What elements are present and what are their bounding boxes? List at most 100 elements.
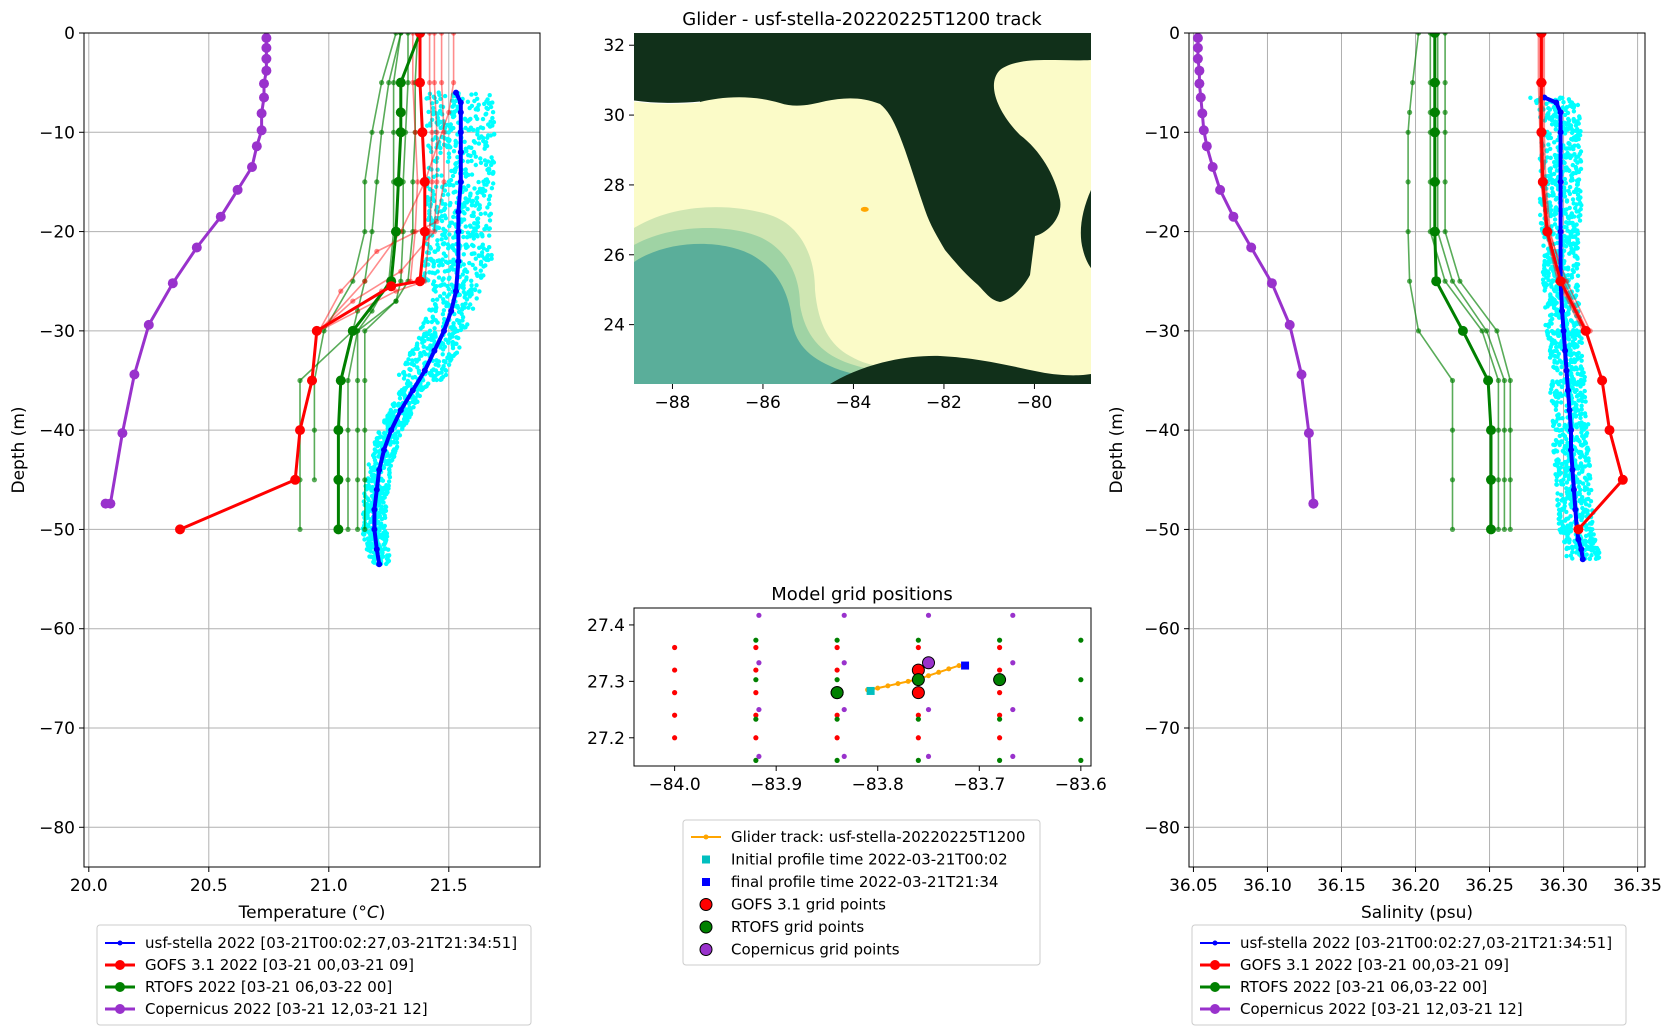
glider-scatter-point <box>453 222 458 227</box>
glider-scatter-point <box>478 160 484 165</box>
glider-scatter-point <box>1591 532 1596 537</box>
gofs-grid-point <box>915 712 921 718</box>
glider-scatter-point <box>380 490 385 495</box>
glider-scatter-point <box>1548 213 1554 219</box>
rtofs-mean-point <box>1486 474 1496 485</box>
glider-scatter-point <box>1596 551 1601 556</box>
glider-scatter-point <box>1574 261 1579 267</box>
rtofs-ensemble-point <box>345 526 351 533</box>
glider-scatter-point <box>445 122 450 128</box>
gofs-ensemble-point <box>427 33 433 36</box>
copernicus-grid-point <box>1010 612 1016 618</box>
glider-scatter-point <box>438 150 443 155</box>
rtofs-grid-point <box>997 757 1003 763</box>
glider-scatter-point <box>474 296 479 301</box>
gofs-ensemble-point <box>410 80 416 86</box>
glider-track-point <box>885 683 891 689</box>
rtofs-ensemble-point <box>379 80 385 86</box>
glider-scatter-point <box>464 200 470 205</box>
glider-scatter-point <box>469 172 475 177</box>
rtofs-ensemble-point <box>1457 278 1463 284</box>
glider-scatter-point <box>489 186 495 191</box>
glider-scatter-point <box>435 238 440 243</box>
glider-scatter-point <box>446 130 451 135</box>
rtofs-mean-point <box>395 107 406 118</box>
glider-scatter-point <box>1575 231 1581 236</box>
glider-scatter-point <box>1568 497 1574 502</box>
gofs-grid-point <box>834 667 840 673</box>
glider-scatter-point <box>433 302 438 307</box>
glider-scatter-point <box>433 331 438 336</box>
glider-scatter-point <box>452 248 457 253</box>
rtofs-ensemble-point <box>1442 109 1448 115</box>
x-tick-label: −83.8 <box>852 775 904 795</box>
glider-scatter-point <box>475 224 480 229</box>
glider-scatter-point <box>369 541 374 546</box>
glider-scatter-point <box>483 263 488 268</box>
glider-scatter-point <box>435 225 440 230</box>
glider-scatter-point <box>1578 149 1584 154</box>
glider-scatter-point <box>1583 533 1589 539</box>
glider-mean-point <box>1559 308 1566 314</box>
glider-scatter-point <box>464 269 470 275</box>
rtofs-ensemble-point <box>1495 427 1501 433</box>
x-tick-label: −82 <box>926 393 962 413</box>
gofs-nearest-point <box>911 686 925 700</box>
glider-scatter-point <box>372 447 377 452</box>
glider-scatter-point <box>433 368 439 373</box>
legend-marker-copernicus <box>1210 1004 1220 1014</box>
glider-scatter-point <box>430 258 436 263</box>
glider-scatter-point <box>1565 321 1570 326</box>
copernicus-point <box>1303 428 1314 439</box>
glider-scatter-point <box>1542 288 1547 293</box>
glider-scatter-point <box>1547 200 1553 205</box>
glider-scatter-point <box>1541 243 1546 248</box>
glider-scatter-point <box>403 407 409 413</box>
glider-scatter-point <box>364 507 370 512</box>
glider-scatter-point <box>445 294 450 299</box>
glider-scatter-point <box>470 198 476 204</box>
glider-scatter-point <box>431 198 437 204</box>
gofs-mean-point <box>1536 127 1547 138</box>
glider-scatter-point <box>1562 540 1568 545</box>
glider-scatter-point <box>1584 552 1589 557</box>
glider-scatter-point <box>442 188 448 193</box>
glider-scatter-point <box>365 496 370 501</box>
gofs-mean-point <box>1617 474 1628 485</box>
glider-scatter-point <box>481 246 486 251</box>
rtofs-grid-point <box>915 716 921 722</box>
glider-scatter-point <box>1540 221 1545 226</box>
glider-scatter-point <box>1544 329 1550 334</box>
glider-scatter-point <box>1552 358 1557 363</box>
glider-scatter-point <box>1560 448 1566 454</box>
glider-scatter-point <box>1584 539 1589 544</box>
glider-scatter-point <box>483 211 488 216</box>
glider-scatter-point <box>1575 240 1581 245</box>
x-tick-label: 36.10 <box>1243 876 1292 896</box>
glider-scatter-point <box>1553 407 1559 412</box>
glider-scatter-point <box>1570 550 1575 555</box>
glider-scatter-point <box>474 283 479 288</box>
rtofs-nearest-point <box>830 686 844 700</box>
glider-scatter-point <box>433 308 438 314</box>
rtofs-ensemble-point <box>362 427 368 433</box>
legend-marker-initial <box>702 855 710 864</box>
glider-scatter-point <box>434 111 439 116</box>
x-tick-label: 36.30 <box>1539 876 1588 896</box>
glider-scatter-point <box>486 170 492 176</box>
glider-scatter-point <box>486 226 492 232</box>
copernicus-point <box>1266 278 1277 289</box>
glider-scatter-point <box>1572 234 1578 239</box>
glider-scatter-point <box>1577 218 1583 223</box>
glider-scatter-point <box>1574 394 1580 399</box>
glider-scatter-point <box>376 430 381 435</box>
rtofs-ensemble-point <box>369 229 375 235</box>
gofs-grid-point <box>915 735 921 741</box>
glider-scatter-point <box>1566 283 1571 288</box>
glider-scatter-point <box>1574 402 1579 408</box>
glider-scatter-point <box>481 179 486 184</box>
glider-scatter-point <box>1583 507 1589 512</box>
glider-scatter-point <box>1567 168 1572 173</box>
glider-scatter-point <box>1548 390 1553 395</box>
glider-mean-point <box>388 427 395 434</box>
